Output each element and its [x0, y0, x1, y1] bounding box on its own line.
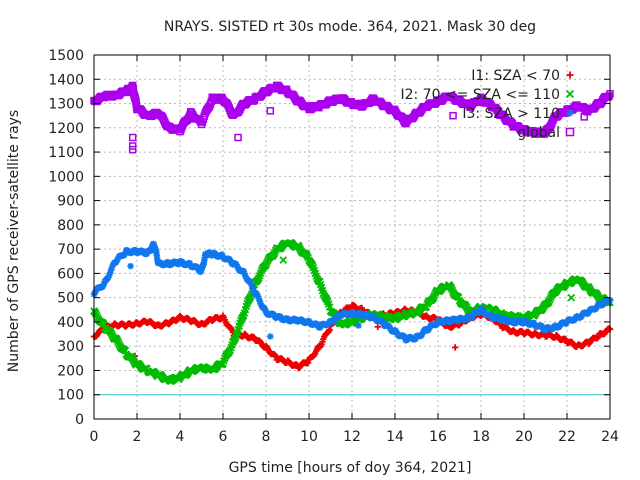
series-3: [90, 81, 614, 154]
data-point: [318, 286, 327, 295]
outlier-point: [355, 322, 362, 329]
chart-title: NRAYS. SISTED rt 30s mode. 364, 2021. Ma…: [164, 19, 536, 35]
data-point: [143, 364, 151, 373]
data-point: [308, 261, 317, 270]
data-point: [317, 283, 326, 292]
data-point: [121, 346, 130, 355]
data-point: [316, 280, 325, 289]
series-2: [90, 240, 614, 344]
outlier-point: [127, 263, 134, 270]
data-point: [454, 293, 463, 302]
data-point: [309, 263, 318, 272]
data-point: [312, 272, 321, 281]
data-point: [304, 253, 312, 262]
data-point: [100, 320, 108, 329]
grid: [93, 54, 611, 420]
outlier-point: [279, 256, 288, 264]
outlier-point: [267, 333, 274, 340]
data-point: [310, 266, 319, 275]
data-point: [323, 297, 332, 306]
data-point: [205, 102, 214, 110]
data-point: [324, 300, 333, 308]
data-point: [311, 269, 320, 278]
data-point: [315, 277, 324, 286]
series-layer: [90, 81, 614, 386]
outlier-point: [567, 293, 576, 302]
